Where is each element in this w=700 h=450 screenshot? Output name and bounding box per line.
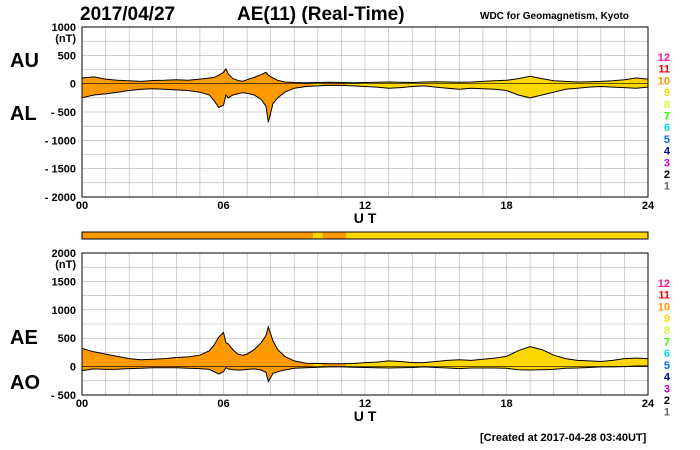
y-tick-label: 0 <box>70 79 76 91</box>
level-legend-item: 3 <box>664 157 670 169</box>
level-legend-item: 8 <box>664 325 670 337</box>
series-line-al <box>81 84 649 123</box>
au-axis-label: AU <box>10 50 39 72</box>
date-label: 2017/04/27 <box>80 4 176 25</box>
series-line-ao <box>81 365 648 383</box>
level-legend-item: 5 <box>664 134 670 146</box>
chart-title: AE(11) (Real-Time) <box>237 4 405 25</box>
level-legend-item: 2 <box>664 169 670 181</box>
x-tick-label: 12 <box>359 200 371 212</box>
x-tick-label: 06 <box>217 398 229 410</box>
level-fill-segment <box>322 363 347 368</box>
level-fill-segment <box>313 82 323 87</box>
y-tick-label: - 2000 <box>45 192 76 204</box>
level-legend-item: 1 <box>664 407 670 419</box>
x-axis-label: U T <box>354 210 377 226</box>
y-tick-label: 2000 <box>52 248 76 260</box>
y-tick-label: - 1000 <box>45 135 76 147</box>
level-legend-item: 3 <box>664 383 670 395</box>
y-tick-label: - 500 <box>51 390 76 402</box>
plot-frame <box>81 252 649 396</box>
level-legend-item: 7 <box>664 337 670 349</box>
x-tick-label: 00 <box>76 200 88 212</box>
level-legend-item: 12 <box>658 278 670 290</box>
x-tick-label: 18 <box>500 200 512 212</box>
level-legend-item: 1 <box>664 181 670 193</box>
level-bar-segment <box>313 232 323 239</box>
plot-frame <box>81 26 649 198</box>
al-axis-label: AL <box>10 103 37 125</box>
level-legend-item: 6 <box>664 122 670 134</box>
x-tick-label: 06 <box>217 200 229 212</box>
x-axis-label: U T <box>354 408 377 424</box>
level-fill-segment <box>346 346 648 370</box>
level-bar-frame <box>81 231 649 240</box>
level-legend-item: 12 <box>658 52 670 64</box>
level-legend-item: 10 <box>658 75 670 87</box>
level-bar-segment <box>82 232 314 239</box>
y-tick-label: 500 <box>58 333 76 345</box>
level-legend-item: 4 <box>664 372 671 384</box>
x-tick-label: 24 <box>642 200 655 212</box>
x-tick-label: 18 <box>500 398 512 410</box>
y-tick-label: 500 <box>58 50 76 62</box>
x-tick-label: 00 <box>76 398 88 410</box>
level-fill-segment <box>346 76 648 98</box>
level-bar-segment <box>322 232 347 239</box>
level-legend-item: 4 <box>664 146 671 158</box>
y-tick-label: 1500 <box>52 276 76 288</box>
level-legend-item: 2 <box>664 395 670 407</box>
source-label: WDC for Geomagnetism, Kyoto <box>480 11 629 22</box>
x-tick-label: 24 <box>642 398 655 410</box>
au-al-panel: 1000 500 0 - 500 - 1000 - 1500 - 2000 (nT) 00 06 1… <box>45 22 655 226</box>
y-tick-label: 1000 <box>52 22 76 34</box>
level-legend-item: 11 <box>658 290 670 302</box>
ae-axis-label: AE <box>10 327 38 349</box>
series-line-au <box>81 67 649 84</box>
level-legend-item: 5 <box>664 360 670 372</box>
created-timestamp: [Created at 2017-04-28 03:40UT] <box>480 432 647 444</box>
level-bar-segment <box>346 232 648 239</box>
level-legend-item: 11 <box>658 64 670 76</box>
ae-ao-panel: 2000 1500 1000 500 0 - 500 (nT) 00 06 12 18 24 U T <box>51 248 655 424</box>
y-tick-label: - 500 <box>51 107 76 119</box>
y-tick-label: 0 <box>70 362 76 374</box>
level-fill-segment <box>82 326 314 382</box>
level-legend-item: 6 <box>664 348 670 360</box>
level-legend-item: 9 <box>664 87 670 99</box>
level-legend-item: 8 <box>664 99 670 111</box>
series-line-ae <box>81 325 649 365</box>
y-unit-label: (nT) <box>55 33 76 45</box>
level-fill-segment <box>82 68 314 123</box>
level-legend-item: 7 <box>664 111 670 123</box>
x-tick-label: 12 <box>359 398 371 410</box>
level-legend-item: 10 <box>658 301 670 313</box>
y-tick-label: - 1500 <box>45 164 76 176</box>
ao-axis-label: AO <box>10 372 40 394</box>
level-legend-item: 9 <box>664 313 670 325</box>
y-unit-label: (nT) <box>55 259 76 271</box>
activity-level-bar <box>81 231 649 240</box>
y-tick-label: 1000 <box>52 305 76 317</box>
